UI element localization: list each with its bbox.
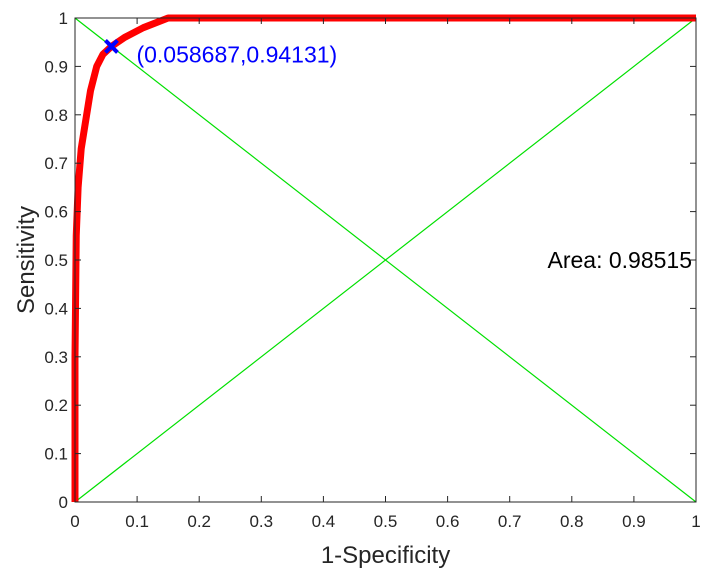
y-axis-label: Sensitivity [13, 206, 40, 314]
x-tick-label: 0.6 [436, 512, 460, 531]
y-tick-label: 0.8 [44, 106, 68, 125]
optimal-point-marker [104, 38, 119, 54]
y-tick-label: 0.1 [44, 445, 68, 464]
y-tick-label: 0.7 [44, 154, 68, 173]
x-tick-label: 0.5 [374, 512, 398, 531]
y-tick-label: 0.2 [44, 396, 68, 415]
x-axis-label: 1-Specificity [321, 542, 450, 569]
x-tick-label: 0.9 [622, 512, 646, 531]
area-annotation: Area: 0.98515 [547, 247, 692, 273]
y-tick-label: 0 [59, 493, 68, 512]
point-annotation: (0.058687,0.94131) [136, 41, 337, 67]
x-tick-label: 0.1 [125, 512, 149, 531]
y-tick-label: 0.9 [44, 57, 68, 76]
x-tick-label: 0.7 [498, 512, 522, 531]
x-tick-label: 0.2 [187, 512, 211, 531]
y-tick-label: 0.4 [44, 299, 68, 318]
y-tick-label: 0.5 [44, 251, 68, 270]
y-tick-label: 0.6 [44, 203, 68, 222]
x-tick-label: 0.3 [249, 512, 273, 531]
y-tick-label: 0.3 [44, 348, 68, 367]
x-tick-label: 1 [691, 512, 700, 531]
plot-area: 0 0.1 0.2 0.3 0.4 0.5 0.6 0.7 0.8 0.9 1 0 0.1 0.2 0.3 0… [44, 9, 700, 531]
marker-stroke-2 [104, 38, 119, 54]
x-tick-label: 0 [70, 512, 79, 531]
x-tick-label: 0.8 [560, 512, 584, 531]
x-tick-label: 0.4 [312, 512, 336, 531]
y-tick-label: 1 [59, 9, 68, 28]
diagonal-line-2 [74, 17, 697, 503]
